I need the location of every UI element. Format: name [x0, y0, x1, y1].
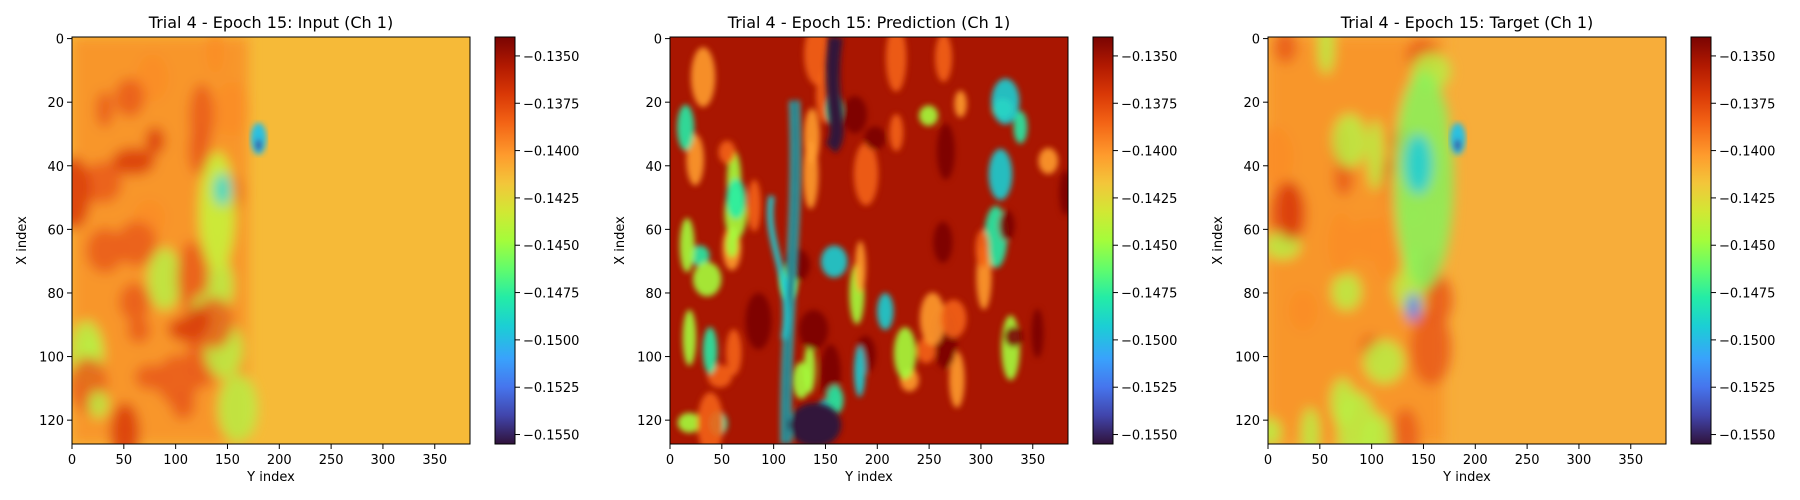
axes-frame	[669, 36, 1069, 445]
x-tick-label: 150	[215, 453, 240, 468]
y-tick-label: 20	[1243, 96, 1260, 111]
heatmap-1	[670, 37, 1068, 444]
y-tick-label: 60	[1243, 223, 1260, 238]
x-tick-label: 50	[116, 453, 133, 468]
colorbar-tick-label: −0.1500	[1719, 334, 1775, 349]
colorbar-tick-label: −0.1550	[1719, 429, 1775, 444]
colorbar-tick-label: −0.1400	[523, 145, 579, 160]
heatmap-2	[1268, 37, 1666, 444]
field-streaks	[767, 37, 844, 444]
x-tick-label: 50	[714, 453, 731, 468]
x-tick-label: 350	[1618, 453, 1643, 468]
y-tick-label: 80	[645, 287, 662, 302]
y-tick-label: 0	[56, 33, 64, 48]
y-tick-label: 20	[47, 96, 64, 111]
colorbar-tick-label: −0.1450	[1121, 239, 1177, 254]
colorbar-tick-label: −0.1425	[1719, 192, 1775, 207]
x-tick-label: 0	[666, 453, 674, 468]
x-tick-label: 200	[1463, 453, 1488, 468]
y-tick-label: 80	[1243, 287, 1260, 302]
colorbar-tick-label: −0.1425	[523, 192, 579, 207]
y-tick-label: 100	[39, 351, 64, 366]
colorbar-tick-label: −0.1500	[1121, 334, 1177, 349]
chart-title: Trial 4 - Epoch 15: Target (Ch 1)	[1340, 13, 1593, 32]
x-tick-label: 350	[422, 453, 447, 468]
field-vortex	[250, 122, 267, 155]
y-tick-label: 0	[1252, 33, 1260, 48]
colorbar-tick-label: −0.1375	[1121, 97, 1177, 112]
axes-frame	[71, 36, 471, 445]
colorbar-tick-label: −0.1475	[523, 287, 579, 302]
colorbar-tick-label: −0.1350	[1719, 50, 1775, 65]
x-axis-label: Y index	[246, 470, 295, 485]
x-tick-label: 100	[761, 453, 786, 468]
y-tick-label: 0	[654, 33, 662, 48]
y-tick-label: 40	[47, 160, 64, 175]
colorbar-tick-label: −0.1500	[523, 334, 579, 349]
y-tick-label: 120	[1235, 414, 1260, 429]
colorbar-tick-label: −0.1375	[523, 97, 579, 112]
x-axis-label: Y index	[1442, 470, 1491, 485]
x-tick-label: 200	[865, 453, 890, 468]
x-tick-label: 200	[267, 453, 292, 468]
colorbar-tick-label: −0.1475	[1121, 287, 1177, 302]
y-axis-label: X index	[613, 216, 628, 265]
field-blobs	[1268, 37, 1459, 444]
colorbar-tick-label: −0.1450	[523, 239, 579, 254]
x-axis-label: Y index	[844, 470, 893, 485]
x-tick-label: 300	[969, 453, 994, 468]
x-tick-label: 250	[917, 453, 942, 468]
colorbar-tick-label: −0.1550	[1121, 429, 1177, 444]
x-tick-label: 0	[68, 453, 76, 468]
colorbar-tick-label: −0.1350	[1121, 50, 1177, 65]
field-vortex	[1449, 122, 1466, 155]
colorbar-tick-label: −0.1425	[1121, 192, 1177, 207]
y-tick-label: 60	[645, 223, 662, 238]
colorbar-tick-label: −0.1525	[523, 381, 579, 396]
y-tick-label: 60	[47, 223, 64, 238]
y-tick-label: 40	[645, 160, 662, 175]
x-tick-label: 100	[163, 453, 188, 468]
colorbar-tick-label: −0.1375	[1719, 97, 1775, 112]
colorbar	[494, 36, 516, 445]
y-tick-label: 120	[39, 414, 64, 429]
colorbar-tick-label: −0.1550	[523, 429, 579, 444]
colorbar	[1092, 36, 1114, 445]
chart-title: Trial 4 - Epoch 15: Input (Ch 1)	[148, 13, 393, 32]
chart-title: Trial 4 - Epoch 15: Prediction (Ch 1)	[727, 13, 1010, 32]
colorbar-tick-label: −0.1400	[1719, 145, 1775, 160]
y-axis-label: X index	[15, 216, 30, 265]
x-tick-label: 50	[1312, 453, 1329, 468]
y-tick-label: 120	[637, 414, 662, 429]
colorbar-tick-label: −0.1475	[1719, 287, 1775, 302]
x-tick-label: 0	[1264, 453, 1272, 468]
x-tick-label: 150	[813, 453, 838, 468]
y-axis-label: X index	[1211, 216, 1226, 265]
x-tick-label: 150	[1411, 453, 1436, 468]
x-tick-label: 350	[1020, 453, 1045, 468]
y-tick-label: 40	[1243, 160, 1260, 175]
x-tick-label: 100	[1359, 453, 1384, 468]
colorbar-tick-label: −0.1350	[523, 50, 579, 65]
field-blobs	[72, 37, 258, 444]
heatmap-0	[72, 37, 470, 444]
x-tick-label: 250	[319, 453, 344, 468]
x-tick-label: 300	[1567, 453, 1592, 468]
y-tick-label: 100	[637, 351, 662, 366]
colorbar-tick-label: −0.1525	[1719, 381, 1775, 396]
x-tick-label: 250	[1515, 453, 1540, 468]
y-tick-label: 80	[47, 287, 64, 302]
colorbar-tick-label: −0.1450	[1719, 239, 1775, 254]
colorbar-tick-label: −0.1400	[1121, 145, 1177, 160]
y-tick-label: 20	[645, 96, 662, 111]
x-tick-label: 300	[371, 453, 396, 468]
colorbar	[1690, 36, 1712, 445]
axes-frame	[1267, 36, 1667, 445]
colorbar-tick-label: −0.1525	[1121, 381, 1177, 396]
y-tick-label: 100	[1235, 351, 1260, 366]
